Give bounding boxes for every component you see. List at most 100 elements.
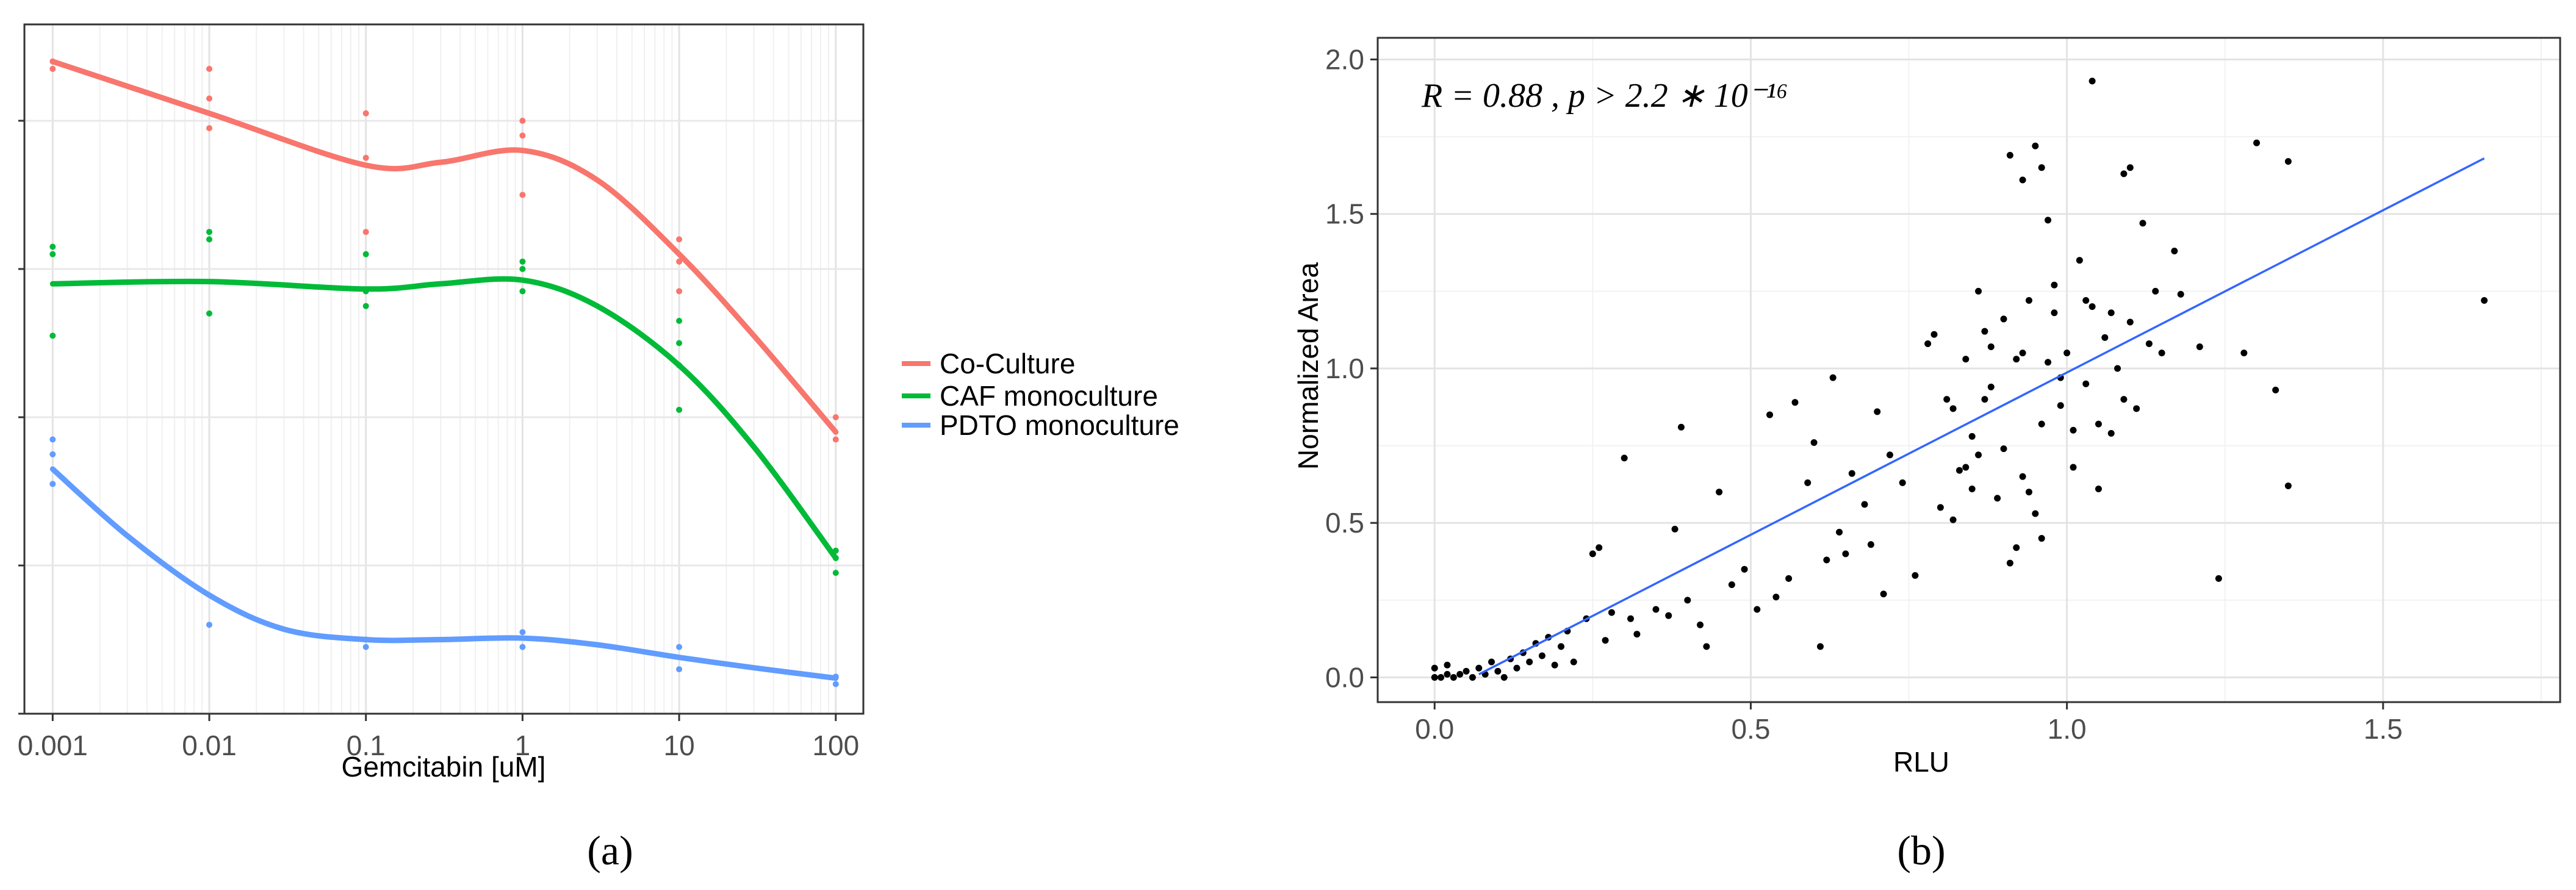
panel-b-point: [2051, 281, 2058, 289]
panel-b-x-tick-label: 1.5: [2364, 713, 2403, 745]
panel-b-point: [2070, 426, 2077, 434]
panel-a-curve-co-culture: [49, 59, 839, 435]
panel-a-grid: [24, 24, 863, 715]
panel-b-point: [1456, 670, 1464, 678]
panel-a-point-co-culture: [206, 125, 213, 132]
panel-b-point: [2107, 429, 2115, 437]
panel-b-point: [2089, 77, 2096, 85]
panel-b-point: [1570, 658, 1577, 666]
panel-a-point-caf-monoculture: [49, 251, 56, 257]
panel-a-x-tick-label: 100: [812, 730, 859, 761]
panel-b-point: [2032, 510, 2039, 517]
panel-b-point: [2215, 575, 2222, 582]
panel-b-point: [1596, 544, 1603, 551]
panel-b-point: [1526, 658, 1533, 666]
panel-b-point: [1621, 454, 1628, 462]
panel-b-scatter: 0.0 0.5 1.0 1.5 2.0 0.0 0.5 1.0 1.5 R = 0.88 , …: [1292, 37, 2561, 874]
panel-a-point-caf-monoculture: [519, 265, 526, 272]
panel-b-point: [1754, 606, 1761, 613]
panel-b-point: [1766, 411, 1774, 418]
panel-a-curve-caf-monoculture: [49, 276, 839, 561]
panel-b-point: [1861, 501, 1868, 508]
panel-a-point-caf-monoculture: [362, 288, 369, 295]
panel-a-point-caf-monoculture: [676, 362, 683, 368]
panel-a-point-pdto-monoculture: [49, 451, 56, 458]
panel-b-point: [1791, 399, 1799, 406]
panel-b-correlation-annotation: R = 0.88 , p > 2.2 ∗ 10⁻¹⁶: [1421, 77, 1788, 115]
panel-b-point: [2481, 297, 2488, 304]
panel-b-point: [2126, 318, 2134, 326]
panel-b-point: [1728, 581, 1735, 589]
panel-a-point-pdto-monoculture: [676, 666, 683, 673]
panel-b-point: [1994, 495, 2001, 502]
panel-b-point: [2000, 315, 2007, 323]
panel-a-point-caf-monoculture: [519, 258, 526, 265]
panel-b-point: [1469, 673, 1476, 681]
panel-a-point-pdto-monoculture: [832, 681, 839, 687]
legend-label-pdto-monoculture: PDTO monoculture: [940, 409, 1179, 441]
panel-b-point: [1924, 340, 1932, 347]
panel-a-point-caf-monoculture: [49, 243, 56, 250]
panel-a-point-caf-monoculture: [832, 547, 839, 554]
panel-a-point-caf-monoculture: [49, 332, 56, 339]
panel-b-point: [1665, 612, 1672, 619]
panel-b-point: [2025, 297, 2032, 304]
panel-a-point-caf-monoculture: [362, 251, 369, 257]
panel-b-point: [1842, 550, 1849, 558]
panel-b-point: [1431, 664, 1438, 672]
panel-b-point: [1589, 550, 1596, 558]
panel-b-point: [2070, 464, 2077, 471]
panel-b-point: [1703, 643, 1710, 650]
panel-b-point: [2082, 380, 2090, 387]
panel-b-point: [2019, 473, 2026, 480]
panel-b-points: [1431, 77, 2488, 681]
panel-a-point-co-culture: [676, 288, 683, 295]
panel-a-point-caf-monoculture: [206, 236, 213, 243]
panel-b-point: [1602, 637, 1609, 644]
panel-b-x-tick-label: 0.5: [1731, 713, 1770, 745]
panel-b-point: [2006, 559, 2013, 567]
panel-b-point: [2284, 482, 2292, 489]
panel-b-y-axis-title: Normalized Area: [1292, 262, 1324, 470]
panel-b-point: [1671, 525, 1678, 533]
legend-label-caf-monoculture: CAF monoculture: [940, 380, 1158, 412]
panel-b-plot-border: [1376, 37, 2561, 703]
panel-b-point: [1962, 356, 1970, 363]
panel-a-point-co-culture: [832, 436, 839, 443]
panel-b-point: [1981, 396, 1988, 403]
panel-b-point: [1538, 652, 1545, 659]
panel-a-point-co-culture: [676, 258, 683, 265]
panel-b-point: [1880, 590, 1887, 598]
panel-a-curves: [49, 59, 839, 681]
panel-b-point: [2177, 290, 2184, 298]
panel-b-point: [1962, 464, 1970, 471]
panel-b-point: [2272, 386, 2279, 393]
panel-b-point: [1608, 609, 1615, 616]
panel-a-curve-pdto-monoculture: [49, 466, 839, 681]
panel-a-plot-background: [24, 24, 863, 714]
panel-b-point: [1450, 673, 1457, 681]
panel-a-x-axis-title: Gemcitabin [uM]: [342, 751, 546, 783]
panel-b-point: [2025, 489, 2032, 496]
panel-b-point: [2240, 350, 2248, 357]
panel-b-point: [1462, 667, 1470, 675]
panel-a-dose-response: 0.001 0.01 0.1 1 10 100 Gemcitabin [uM] Co-Cu…: [18, 23, 1179, 874]
panel-b-point: [2013, 356, 2020, 363]
panel-b-point: [2045, 359, 2052, 366]
panel-b-point: [2114, 365, 2121, 372]
panel-a-point-caf-monoculture: [832, 570, 839, 576]
panel-b-caption: (b): [1897, 827, 1945, 874]
legend: Co-Culture CAF monoculture PDTO monocult…: [902, 348, 1179, 441]
panel-b-point: [1949, 405, 1957, 412]
panel-b-point: [2196, 343, 2203, 351]
panel-b-point: [2000, 445, 2007, 453]
panel-b-point: [1716, 489, 1723, 496]
panel-a-point-caf-monoculture: [519, 288, 526, 295]
panel-b-point: [1785, 575, 1793, 582]
panel-b-point: [2158, 350, 2165, 357]
panel-a-point-co-culture: [519, 117, 526, 124]
panel-a-x-tick-label: 10: [664, 730, 695, 761]
panel-b-point: [1488, 658, 1495, 666]
panel-b-point: [1431, 673, 1438, 681]
